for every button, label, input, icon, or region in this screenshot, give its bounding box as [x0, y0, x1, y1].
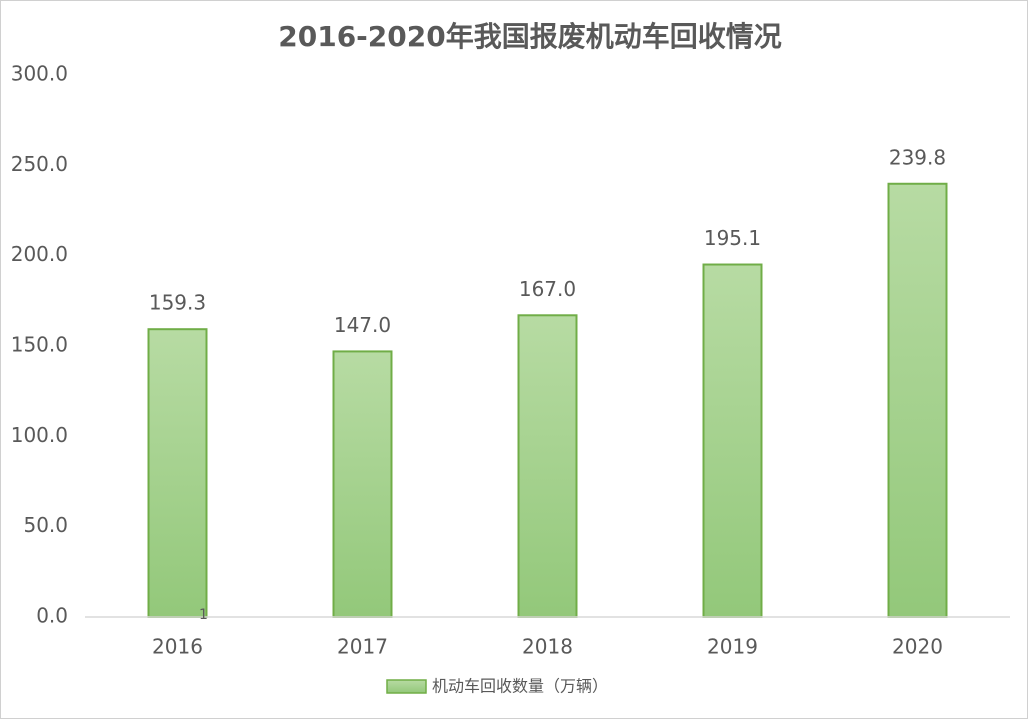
- value-label: 159.3: [149, 291, 206, 315]
- bar: [332, 350, 393, 618]
- x-tick-label: 2019: [707, 635, 758, 659]
- x-tick-label: 2017: [337, 635, 388, 659]
- x-tick-label: 2016: [152, 635, 203, 659]
- y-tick-label: 100.0: [11, 423, 68, 447]
- y-tick-label: 250.0: [11, 152, 68, 176]
- bar: [517, 314, 578, 618]
- y-tick-label: 300.0: [11, 62, 68, 86]
- y-tick-label: 50.0: [23, 513, 68, 537]
- x-tick-label: 2018: [522, 635, 573, 659]
- y-tick-label: 200.0: [11, 242, 68, 266]
- legend-swatch: [386, 679, 427, 694]
- value-label: 167.0: [519, 277, 576, 301]
- y-tick-label: 0.0: [36, 604, 68, 628]
- bar: [702, 263, 763, 618]
- legend-label: 机动车回收数量（万辆）: [432, 677, 608, 696]
- bar: [147, 328, 208, 618]
- value-label: 239.8: [889, 145, 946, 169]
- annotation: 1: [199, 607, 208, 623]
- y-tick-label: 150.0: [11, 333, 68, 357]
- value-label: 147.0: [334, 313, 391, 337]
- x-tick-label: 2020: [892, 635, 943, 659]
- chart-title: 2016-2020年我国报废机动车回收情况: [278, 20, 781, 53]
- value-label: 195.1: [704, 226, 761, 250]
- bar: [887, 182, 948, 619]
